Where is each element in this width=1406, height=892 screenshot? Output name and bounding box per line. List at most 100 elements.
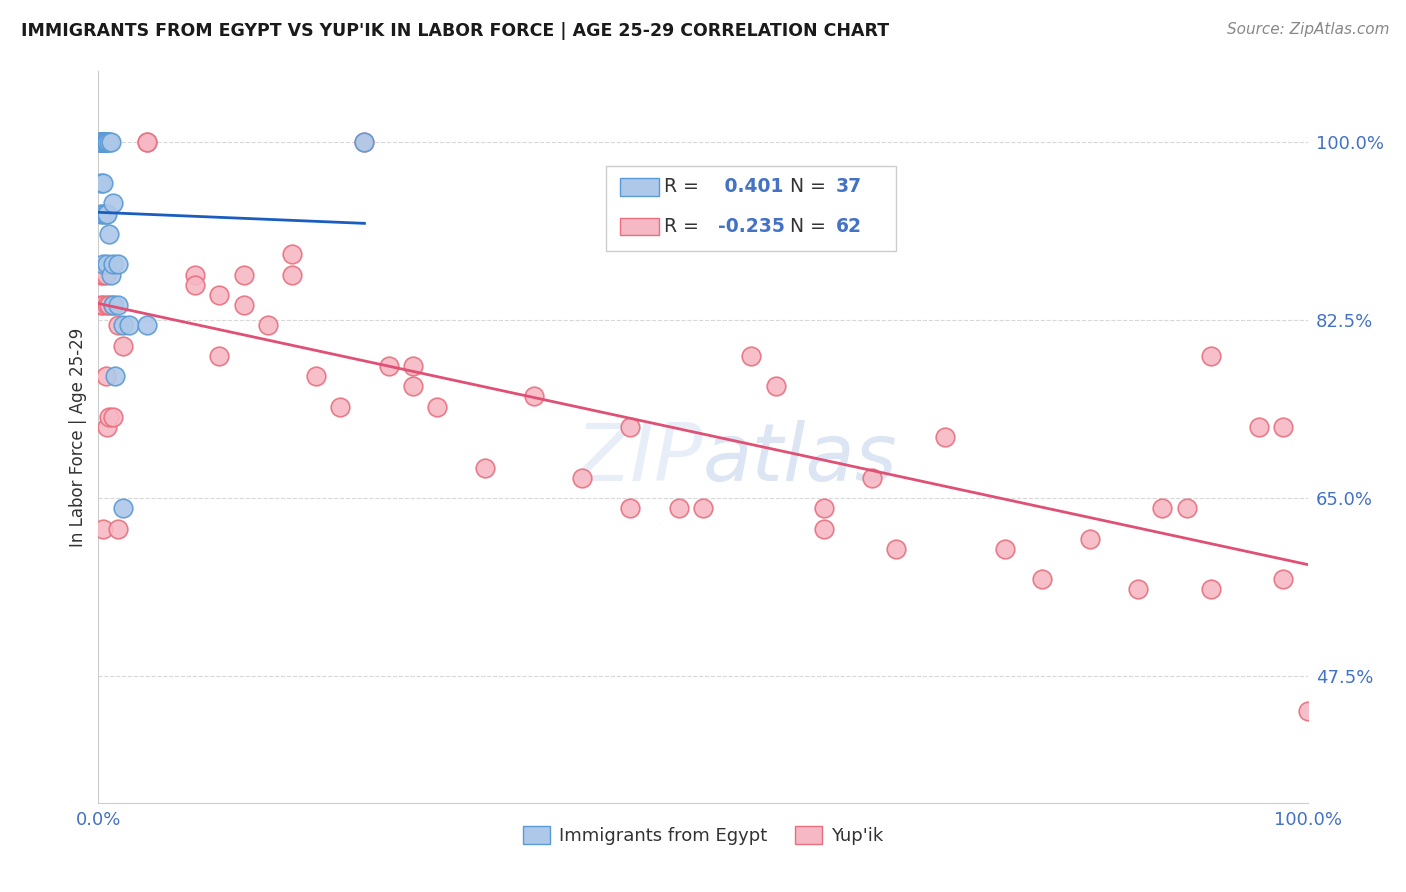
Point (107, 318, 129, 333)
Point (232, 268, 254, 282)
Point (100, 268, 122, 282)
FancyBboxPatch shape (606, 167, 897, 251)
Point (1272, 420, 1295, 434)
Point (474, 460, 496, 475)
Point (91, 521, 114, 535)
Point (1078, 532, 1101, 546)
Point (96, 136, 118, 150)
Point (90, 136, 112, 150)
Point (101, 409, 124, 424)
Point (692, 501, 714, 516)
Point (1031, 572, 1053, 586)
Text: atlas: atlas (703, 420, 898, 498)
Point (90, 206, 112, 220)
Point (90, 136, 112, 150)
Point (107, 521, 129, 535)
Point (90, 176, 112, 190)
FancyBboxPatch shape (620, 218, 659, 235)
Point (353, 136, 375, 150)
Point (523, 389, 546, 403)
Point (101, 257, 124, 271)
Point (90, 298, 112, 312)
Point (860, 471, 883, 485)
Point (100, 136, 122, 150)
Point (184, 277, 207, 292)
Point (135, 136, 157, 150)
Point (107, 257, 129, 271)
Point (90, 136, 112, 150)
Point (305, 369, 328, 384)
Text: Source: ZipAtlas.com: Source: ZipAtlas.com (1226, 22, 1389, 37)
Point (94, 268, 117, 282)
Y-axis label: In Labor Force | Age 25-29: In Labor Force | Age 25-29 (69, 327, 87, 547)
Point (208, 288, 231, 302)
Point (98, 298, 121, 312)
Point (1249, 420, 1271, 434)
Point (281, 247, 304, 261)
Point (329, 400, 352, 414)
Point (98, 227, 121, 241)
Point (1128, 582, 1150, 597)
Point (1296, 705, 1319, 719)
Point (118, 318, 141, 333)
Point (91, 268, 114, 282)
Point (111, 501, 134, 516)
Point (135, 318, 157, 333)
Point (101, 196, 124, 211)
Point (994, 541, 1017, 556)
Text: -0.235: -0.235 (717, 217, 785, 235)
Text: R =: R = (664, 178, 706, 196)
Point (107, 298, 129, 312)
Point (96, 420, 118, 434)
Point (91, 136, 114, 150)
Point (426, 400, 449, 414)
Text: ZIP: ZIP (575, 420, 703, 498)
Point (94, 136, 117, 150)
Point (90, 136, 112, 150)
Text: R =: R = (664, 217, 706, 235)
Point (96, 136, 118, 150)
Text: 37: 37 (837, 178, 862, 196)
Point (1199, 349, 1222, 363)
Text: 0.401: 0.401 (717, 178, 783, 196)
Point (571, 471, 593, 485)
Point (90, 136, 112, 150)
Point (353, 136, 375, 150)
Text: IMMIGRANTS FROM EGYPT VS YUP'IK IN LABOR FORCE | AGE 25-29 CORRELATION CHART: IMMIGRANTS FROM EGYPT VS YUP'IK IN LABOR… (21, 22, 889, 40)
Text: N =: N = (790, 178, 832, 196)
Point (934, 430, 956, 444)
Point (94, 369, 117, 384)
Point (98, 409, 121, 424)
Text: N =: N = (790, 217, 832, 235)
Point (1175, 501, 1198, 516)
Point (91, 257, 114, 271)
Point (208, 349, 231, 363)
Point (111, 318, 134, 333)
Point (90, 268, 112, 282)
Point (91, 298, 114, 312)
Point (402, 359, 425, 373)
Point (765, 379, 787, 393)
Point (96, 257, 118, 271)
Point (281, 268, 304, 282)
Legend: Immigrants from Egypt, Yup'ik: Immigrants from Egypt, Yup'ik (516, 819, 890, 852)
Point (111, 338, 134, 352)
Point (668, 501, 690, 516)
Point (104, 369, 127, 384)
Text: 62: 62 (837, 217, 862, 235)
Point (91, 206, 114, 220)
Point (256, 318, 278, 333)
FancyBboxPatch shape (620, 178, 659, 195)
Point (96, 298, 118, 312)
Point (90, 136, 112, 150)
Point (377, 359, 399, 373)
Point (96, 206, 118, 220)
Point (1199, 582, 1222, 597)
Point (91, 136, 114, 150)
Point (232, 298, 254, 312)
Point (813, 521, 835, 535)
Point (619, 501, 641, 516)
Point (90, 136, 112, 150)
Point (1152, 501, 1174, 516)
Point (101, 298, 124, 312)
